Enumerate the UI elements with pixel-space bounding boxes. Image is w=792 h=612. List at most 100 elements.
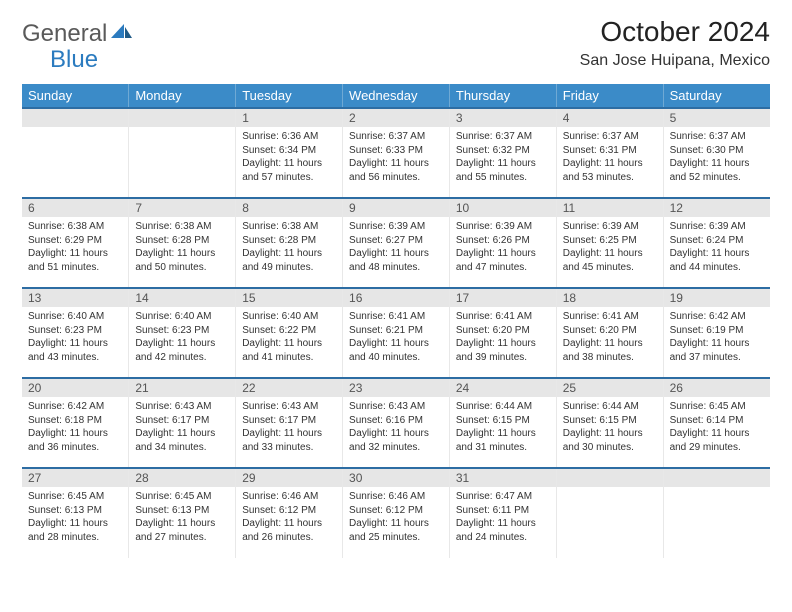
calendar-cell: 16Sunrise: 6:41 AMSunset: 6:21 PMDayligh… — [343, 288, 450, 378]
day-header: Wednesday — [343, 84, 450, 108]
day-number: 18 — [557, 289, 663, 307]
day-number: 11 — [557, 199, 663, 217]
day-details: Sunrise: 6:39 AMSunset: 6:25 PMDaylight:… — [557, 217, 663, 278]
day-number: 30 — [343, 469, 449, 487]
calendar-cell: 22Sunrise: 6:43 AMSunset: 6:17 PMDayligh… — [236, 378, 343, 468]
day-details: Sunrise: 6:37 AMSunset: 6:31 PMDaylight:… — [557, 127, 663, 188]
day-header: Sunday — [22, 84, 129, 108]
day-details: Sunrise: 6:38 AMSunset: 6:28 PMDaylight:… — [236, 217, 342, 278]
calendar-cell: 29Sunrise: 6:46 AMSunset: 6:12 PMDayligh… — [236, 468, 343, 558]
calendar-cell: 5Sunrise: 6:37 AMSunset: 6:30 PMDaylight… — [663, 108, 770, 198]
day-number: 14 — [129, 289, 235, 307]
location: San Jose Huipana, Mexico — [580, 52, 770, 70]
day-details: Sunrise: 6:37 AMSunset: 6:32 PMDaylight:… — [450, 127, 556, 188]
day-number: 6 — [22, 199, 128, 217]
calendar-cell: 21Sunrise: 6:43 AMSunset: 6:17 PMDayligh… — [129, 378, 236, 468]
day-header: Friday — [556, 84, 663, 108]
day-number: 25 — [557, 379, 663, 397]
calendar-cell: 13Sunrise: 6:40 AMSunset: 6:23 PMDayligh… — [22, 288, 129, 378]
day-number: 9 — [343, 199, 449, 217]
calendar-cell: 1Sunrise: 6:36 AMSunset: 6:34 PMDaylight… — [236, 108, 343, 198]
calendar-cell: 8Sunrise: 6:38 AMSunset: 6:28 PMDaylight… — [236, 198, 343, 288]
day-number: 27 — [22, 469, 128, 487]
day-details: Sunrise: 6:38 AMSunset: 6:28 PMDaylight:… — [129, 217, 235, 278]
calendar-cell — [22, 108, 129, 198]
day-number: 3 — [450, 109, 556, 127]
calendar-cell: 7Sunrise: 6:38 AMSunset: 6:28 PMDaylight… — [129, 198, 236, 288]
calendar-cell: 31Sunrise: 6:47 AMSunset: 6:11 PMDayligh… — [449, 468, 556, 558]
day-details: Sunrise: 6:41 AMSunset: 6:21 PMDaylight:… — [343, 307, 449, 368]
day-header: Thursday — [449, 84, 556, 108]
day-header: Tuesday — [236, 84, 343, 108]
calendar-cell: 17Sunrise: 6:41 AMSunset: 6:20 PMDayligh… — [449, 288, 556, 378]
day-number: 19 — [664, 289, 770, 307]
day-number: 21 — [129, 379, 235, 397]
day-details: Sunrise: 6:43 AMSunset: 6:16 PMDaylight:… — [343, 397, 449, 458]
day-number: 2 — [343, 109, 449, 127]
day-number: 26 — [664, 379, 770, 397]
day-details: Sunrise: 6:44 AMSunset: 6:15 PMDaylight:… — [557, 397, 663, 458]
calendar-cell: 25Sunrise: 6:44 AMSunset: 6:15 PMDayligh… — [556, 378, 663, 468]
logo-text-blue: Blue — [50, 46, 98, 74]
calendar-cell: 23Sunrise: 6:43 AMSunset: 6:16 PMDayligh… — [343, 378, 450, 468]
day-number: 22 — [236, 379, 342, 397]
day-details: Sunrise: 6:42 AMSunset: 6:18 PMDaylight:… — [22, 397, 128, 458]
day-number: 16 — [343, 289, 449, 307]
calendar-cell: 19Sunrise: 6:42 AMSunset: 6:19 PMDayligh… — [663, 288, 770, 378]
calendar-cell: 20Sunrise: 6:42 AMSunset: 6:18 PMDayligh… — [22, 378, 129, 468]
logo-text-general: General — [22, 20, 107, 48]
calendar-cell: 18Sunrise: 6:41 AMSunset: 6:20 PMDayligh… — [556, 288, 663, 378]
day-number: 15 — [236, 289, 342, 307]
day-number: 23 — [343, 379, 449, 397]
day-header: Monday — [129, 84, 236, 108]
calendar-cell: 2Sunrise: 6:37 AMSunset: 6:33 PMDaylight… — [343, 108, 450, 198]
calendar-cell: 12Sunrise: 6:39 AMSunset: 6:24 PMDayligh… — [663, 198, 770, 288]
calendar-cell: 27Sunrise: 6:45 AMSunset: 6:13 PMDayligh… — [22, 468, 129, 558]
calendar-cell: 9Sunrise: 6:39 AMSunset: 6:27 PMDaylight… — [343, 198, 450, 288]
calendar-cell: 15Sunrise: 6:40 AMSunset: 6:22 PMDayligh… — [236, 288, 343, 378]
day-details: Sunrise: 6:45 AMSunset: 6:14 PMDaylight:… — [664, 397, 770, 458]
day-number: 24 — [450, 379, 556, 397]
calendar-cell: 11Sunrise: 6:39 AMSunset: 6:25 PMDayligh… — [556, 198, 663, 288]
day-number: 4 — [557, 109, 663, 127]
day-details: Sunrise: 6:39 AMSunset: 6:27 PMDaylight:… — [343, 217, 449, 278]
day-number: 10 — [450, 199, 556, 217]
calendar-cell: 6Sunrise: 6:38 AMSunset: 6:29 PMDaylight… — [22, 198, 129, 288]
title-area: October 2024 San Jose Huipana, Mexico — [580, 16, 770, 70]
day-number: 28 — [129, 469, 235, 487]
day-number: 20 — [22, 379, 128, 397]
day-details: Sunrise: 6:43 AMSunset: 6:17 PMDaylight:… — [236, 397, 342, 458]
calendar-cell — [663, 468, 770, 558]
logo-sail-icon — [111, 23, 133, 39]
calendar-cell: 14Sunrise: 6:40 AMSunset: 6:23 PMDayligh… — [129, 288, 236, 378]
day-details: Sunrise: 6:37 AMSunset: 6:33 PMDaylight:… — [343, 127, 449, 188]
day-details: Sunrise: 6:39 AMSunset: 6:24 PMDaylight:… — [664, 217, 770, 278]
calendar-cell: 30Sunrise: 6:46 AMSunset: 6:12 PMDayligh… — [343, 468, 450, 558]
calendar: SundayMondayTuesdayWednesdayThursdayFrid… — [22, 84, 770, 558]
day-details: Sunrise: 6:47 AMSunset: 6:11 PMDaylight:… — [450, 487, 556, 548]
day-details: Sunrise: 6:38 AMSunset: 6:29 PMDaylight:… — [22, 217, 128, 278]
day-details: Sunrise: 6:40 AMSunset: 6:23 PMDaylight:… — [129, 307, 235, 368]
day-number: 17 — [450, 289, 556, 307]
calendar-cell — [556, 468, 663, 558]
day-details: Sunrise: 6:44 AMSunset: 6:15 PMDaylight:… — [450, 397, 556, 458]
day-header: Saturday — [663, 84, 770, 108]
calendar-cell — [129, 108, 236, 198]
calendar-cell: 28Sunrise: 6:45 AMSunset: 6:13 PMDayligh… — [129, 468, 236, 558]
calendar-cell: 4Sunrise: 6:37 AMSunset: 6:31 PMDaylight… — [556, 108, 663, 198]
calendar-cell: 3Sunrise: 6:37 AMSunset: 6:32 PMDaylight… — [449, 108, 556, 198]
day-details: Sunrise: 6:37 AMSunset: 6:30 PMDaylight:… — [664, 127, 770, 188]
day-details: Sunrise: 6:43 AMSunset: 6:17 PMDaylight:… — [129, 397, 235, 458]
day-details: Sunrise: 6:46 AMSunset: 6:12 PMDaylight:… — [343, 487, 449, 548]
day-details: Sunrise: 6:41 AMSunset: 6:20 PMDaylight:… — [450, 307, 556, 368]
day-number: 12 — [664, 199, 770, 217]
day-number: 8 — [236, 199, 342, 217]
day-details: Sunrise: 6:46 AMSunset: 6:12 PMDaylight:… — [236, 487, 342, 548]
calendar-cell: 26Sunrise: 6:45 AMSunset: 6:14 PMDayligh… — [663, 378, 770, 468]
calendar-cell: 24Sunrise: 6:44 AMSunset: 6:15 PMDayligh… — [449, 378, 556, 468]
day-details: Sunrise: 6:45 AMSunset: 6:13 PMDaylight:… — [129, 487, 235, 548]
day-number: 7 — [129, 199, 235, 217]
day-number: 5 — [664, 109, 770, 127]
day-details: Sunrise: 6:41 AMSunset: 6:20 PMDaylight:… — [557, 307, 663, 368]
day-number: 1 — [236, 109, 342, 127]
